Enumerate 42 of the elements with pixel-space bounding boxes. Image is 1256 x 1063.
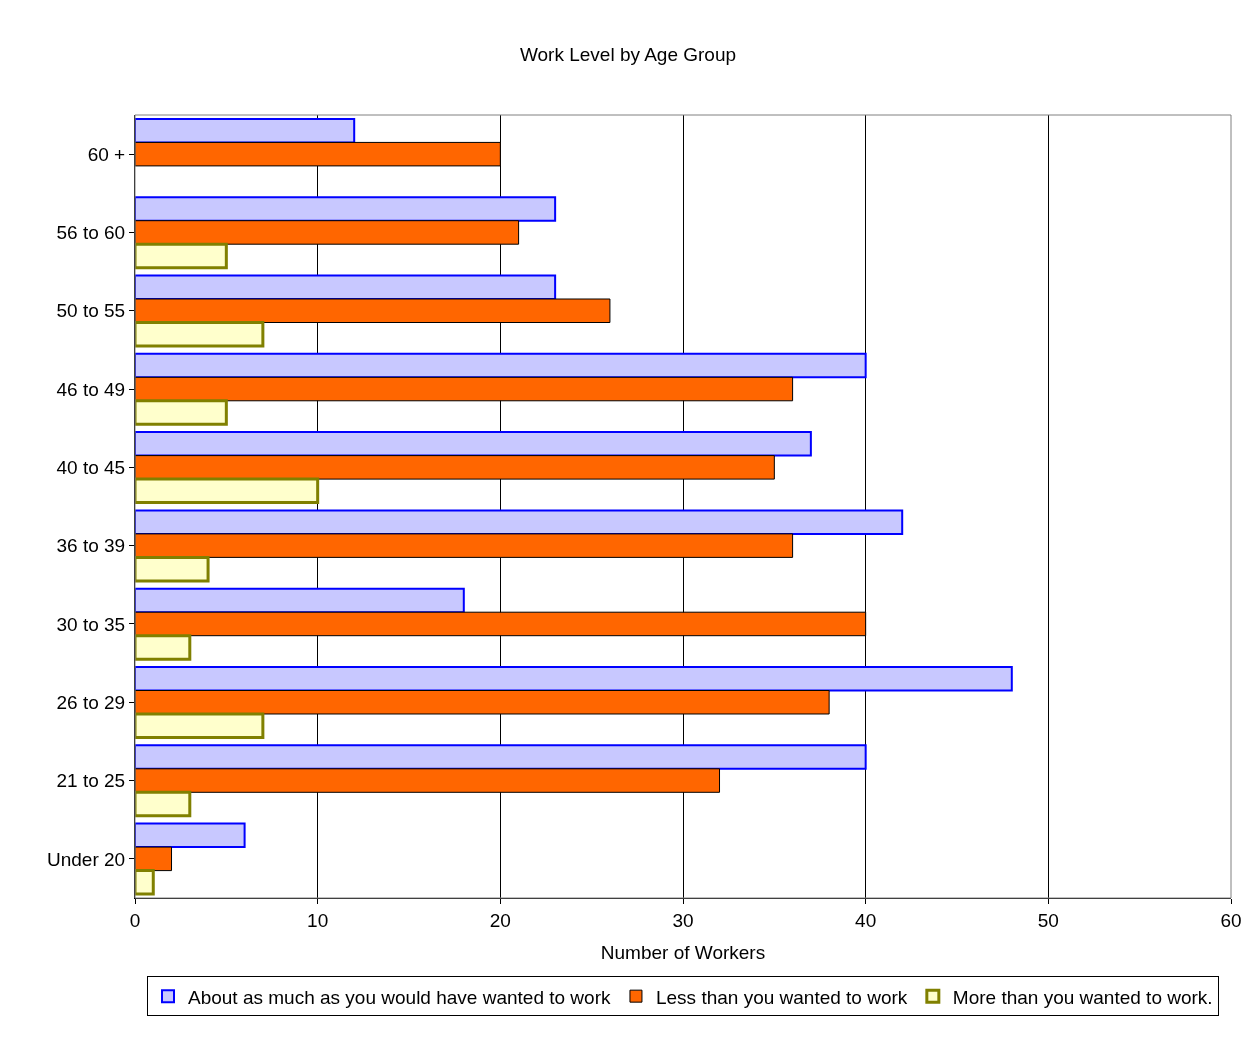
y-tick-label: Under 20 xyxy=(47,848,126,870)
bar xyxy=(135,117,356,144)
x-tick-label: 20 xyxy=(489,909,511,931)
bar xyxy=(135,321,265,348)
bar xyxy=(135,196,557,222)
bar xyxy=(135,242,228,270)
x-axis-title: Number of Workers xyxy=(600,941,766,963)
y-tick-label: 26 to 29 xyxy=(56,691,126,713)
legend-label: More than you wanted to work. xyxy=(952,986,1213,1008)
bar xyxy=(135,790,192,818)
y-tick-label: 21 to 25 xyxy=(56,770,126,792)
x-tick-label: 30 xyxy=(672,909,694,931)
y-tick-label: 40 to 45 xyxy=(56,457,126,478)
bar xyxy=(135,274,557,301)
bar xyxy=(135,431,812,457)
bar xyxy=(135,712,265,739)
x-tick-label: 50 xyxy=(1037,909,1059,931)
x-tick-label: 60 xyxy=(1220,909,1242,931)
y-tick-label: 50 to 55 xyxy=(56,300,126,322)
bar xyxy=(135,846,173,872)
y-tick-label: 30 to 35 xyxy=(56,613,126,635)
bar xyxy=(135,555,210,583)
x-tick-label: 10 xyxy=(307,909,329,931)
x-tick-label: 40 xyxy=(855,909,877,931)
y-tick-label: 60 + xyxy=(87,143,126,165)
bar xyxy=(135,587,465,614)
y-tick-label: 36 to 39 xyxy=(56,535,126,557)
bar xyxy=(135,399,228,426)
y-tick-label: 46 to 49 xyxy=(56,378,126,400)
legend-label: About as much as you would have wanted to work xyxy=(188,986,611,1008)
bar xyxy=(135,822,246,849)
bar xyxy=(135,744,867,770)
bar xyxy=(135,352,867,379)
y-tick-label: 56 to 60 xyxy=(56,222,126,244)
bar xyxy=(135,869,155,896)
bar xyxy=(135,634,192,661)
bar xyxy=(135,509,904,535)
bar xyxy=(135,666,1013,692)
bar xyxy=(135,477,320,505)
legend-label: Less than you wanted to work xyxy=(655,986,908,1008)
chart-title: Work Level by Age Group xyxy=(519,44,737,66)
x-tick-label: 0 xyxy=(129,909,141,931)
